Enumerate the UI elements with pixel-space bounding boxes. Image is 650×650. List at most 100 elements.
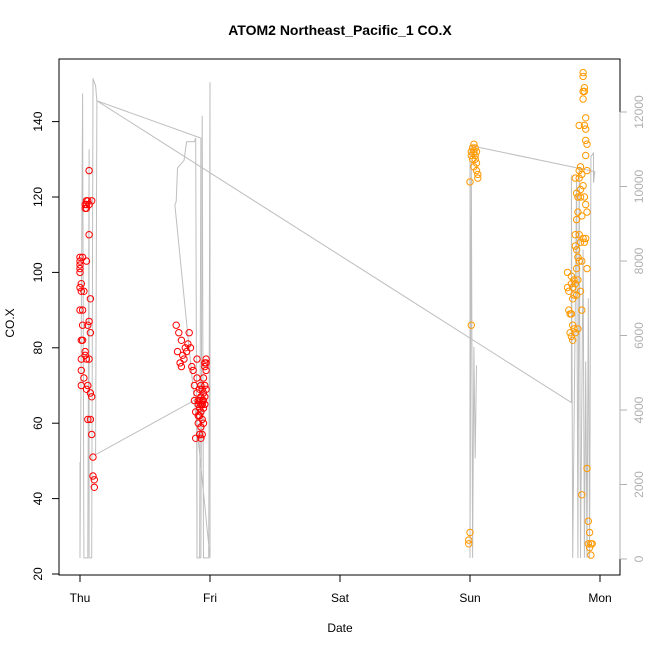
data-point-s1-34 (85, 166, 93, 175)
data-point-s1-80 (195, 430, 204, 439)
data-point-s1-11 (77, 355, 86, 363)
data-point-s2-17 (474, 170, 482, 179)
data-point-s1-82 (197, 393, 205, 401)
data-point-s1-27 (82, 257, 91, 265)
data-point-s2-6 (467, 151, 475, 160)
data-point-s1-25 (82, 200, 91, 209)
data-point-s1-53 (176, 359, 184, 367)
points-layer (76, 68, 596, 559)
y2-tick-label-10000: 10000 (632, 169, 646, 203)
data-point-s2-67 (578, 491, 586, 499)
data-point-s2-38 (571, 174, 579, 182)
data-point-s1-7 (76, 306, 84, 314)
data-point-s1-12 (77, 366, 86, 375)
data-point-s2-58 (576, 163, 585, 171)
data-point-s2-22 (563, 283, 572, 292)
data-point-s2-96 (588, 540, 596, 548)
data-point-s2-50 (574, 253, 582, 261)
data-point-s1-60 (184, 340, 192, 348)
data-point-s1-84 (197, 408, 205, 416)
data-point-s1-47 (89, 472, 97, 480)
data-point-s2-62 (576, 287, 585, 295)
data-point-s1-64 (189, 366, 197, 375)
data-point-s2-7 (467, 148, 475, 156)
data-point-s1-66 (190, 396, 199, 405)
y-axis: 20 40 60 80 100 120 140 (31, 111, 60, 581)
data-point-s2-4 (467, 321, 475, 329)
data-point-s2-65 (578, 257, 586, 265)
x-tick-label-thu: Thu (70, 591, 91, 605)
data-point-s2-76 (580, 121, 589, 130)
y-tick-label-60: 60 (31, 416, 45, 430)
y2-tick-label-6000: 6000 (632, 322, 646, 349)
data-point-s2-39 (571, 231, 579, 239)
y2-tick-label-4000: 4000 (632, 396, 646, 423)
data-point-s1-68 (192, 434, 200, 442)
data-point-s2-93 (585, 543, 594, 552)
y2-tick-label-0: 0 (632, 555, 646, 562)
data-point-s1-42 (86, 415, 95, 424)
data-point-s2-49 (574, 208, 582, 216)
data-point-s2-11 (470, 148, 478, 156)
data-point-s1-16 (78, 321, 87, 329)
data-point-s2-66 (578, 306, 586, 314)
data-point-s1-92 (199, 374, 208, 382)
data-point-s2-35 (570, 276, 578, 284)
data-point-s2-41 (571, 280, 579, 288)
data-point-s2-72 (579, 182, 587, 190)
data-point-s1-95 (199, 404, 208, 412)
data-point-s2-26 (566, 329, 574, 337)
data-point-s2-60 (576, 193, 585, 201)
data-point-s1-48 (90, 476, 99, 484)
data-point-s1-23 (81, 351, 89, 359)
data-point-s1-85 (197, 423, 205, 431)
y-tick-label-20: 20 (31, 567, 45, 581)
data-point-s2-64 (578, 212, 586, 220)
data-point-s1-39 (86, 295, 95, 303)
data-point-s2-81 (582, 136, 590, 145)
data-point-s2-86 (583, 166, 591, 175)
data-point-s2-51 (574, 276, 582, 284)
x-tick-label-mon: Mon (588, 591, 611, 605)
y2-tick-label-8000: 8000 (632, 247, 646, 274)
data-point-s2-53 (575, 121, 583, 130)
data-point-s1-14 (78, 253, 87, 261)
data-point-s2-52 (574, 325, 582, 333)
data-point-s1-94 (199, 396, 208, 405)
data-point-s1-50 (172, 321, 180, 329)
data-point-s2-10 (470, 140, 478, 148)
data-point-s1-104 (202, 366, 210, 375)
data-point-s1-105 (202, 385, 210, 393)
data-point-s2-27 (567, 272, 576, 280)
data-point-s1-40 (86, 329, 95, 337)
data-point-s2-82 (582, 151, 590, 160)
y-tick-label-100: 100 (31, 262, 45, 282)
data-point-s1-61 (185, 329, 193, 337)
data-point-s2-33 (569, 321, 577, 329)
data-point-s1-1 (76, 253, 84, 261)
data-point-s1-29 (82, 385, 91, 393)
data-point-s2-14 (471, 151, 479, 160)
data-point-s1-102 (202, 355, 210, 363)
data-point-s2-91 (584, 540, 592, 548)
data-point-s2-80 (582, 125, 590, 133)
line-layer (79, 78, 596, 559)
data-point-s2-88 (583, 264, 591, 273)
data-point-s1-55 (177, 336, 186, 344)
data-point-s2-79 (582, 114, 590, 122)
data-point-s2-42 (571, 329, 579, 337)
data-point-s2-5 (466, 178, 474, 186)
data-point-s1-46 (89, 453, 97, 461)
data-point-s2-32 (569, 295, 577, 303)
data-point-s2-56 (575, 231, 583, 239)
data-point-s1-62 (186, 344, 195, 352)
data-point-s1-36 (85, 231, 93, 239)
data-point-s2-20 (471, 155, 479, 164)
data-point-s2-13 (471, 144, 479, 152)
data-point-s2-55 (575, 174, 583, 182)
data-point-s1-100 (201, 393, 209, 401)
data-point-s2-75 (580, 87, 589, 96)
x-tick-label-sun: Sun (459, 591, 480, 605)
